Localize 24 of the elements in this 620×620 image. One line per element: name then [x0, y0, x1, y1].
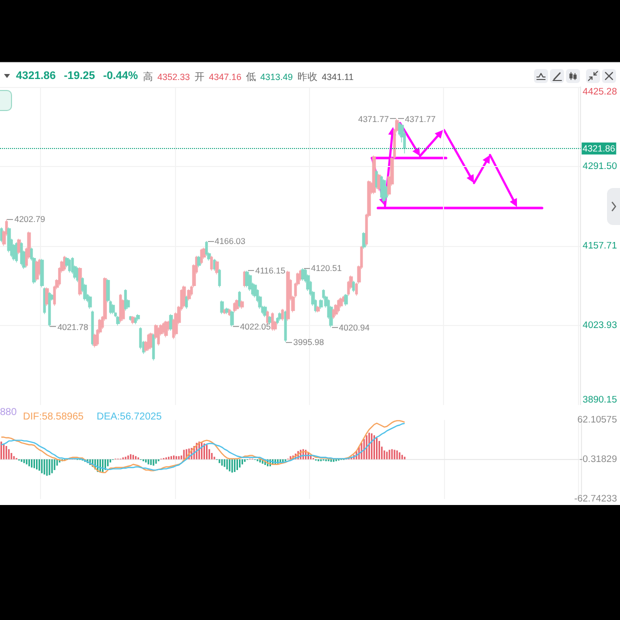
series-label: DIF:58.58965	[23, 412, 84, 422]
annotation: 4020.94	[338, 322, 370, 332]
annotation: 4371.77	[404, 114, 436, 124]
y-tick-label: -62.74233	[574, 494, 617, 504]
y-tick-label: 4425.28	[582, 86, 618, 98]
annotation: 4021.78	[57, 322, 88, 332]
annotation: 4120.51	[311, 263, 342, 274]
annotation: 4371.77	[358, 114, 390, 124]
y-tick-label: 4291.50	[582, 161, 618, 172]
annotation: 4166.03	[214, 236, 246, 246]
y-tick-label: 3890.15	[582, 394, 618, 406]
text: 880	[0, 407, 17, 419]
y-tick-label: 4157.71	[582, 240, 618, 252]
annotation: 4202.79	[14, 214, 46, 224]
annotation: 4116.15	[255, 266, 286, 276]
chart-title: 4321.86 -19.25 -0.44%	[16, 70, 138, 82]
y-tick-label: 62.10575	[577, 414, 617, 426]
y-tick-label: 4023.93	[582, 320, 618, 331]
ref-line-label: 4321.86	[582, 143, 616, 154]
annotation: 4022.05	[240, 322, 272, 332]
chart-subtitle: 高 4352.33 开 4347.16 低 4313.49 昨收 4341.11	[142, 72, 354, 83]
annotation: 3995.98	[293, 337, 324, 348]
y-tick-label: -0.31829	[579, 454, 617, 465]
text: DEA:56.72025	[96, 412, 162, 422]
